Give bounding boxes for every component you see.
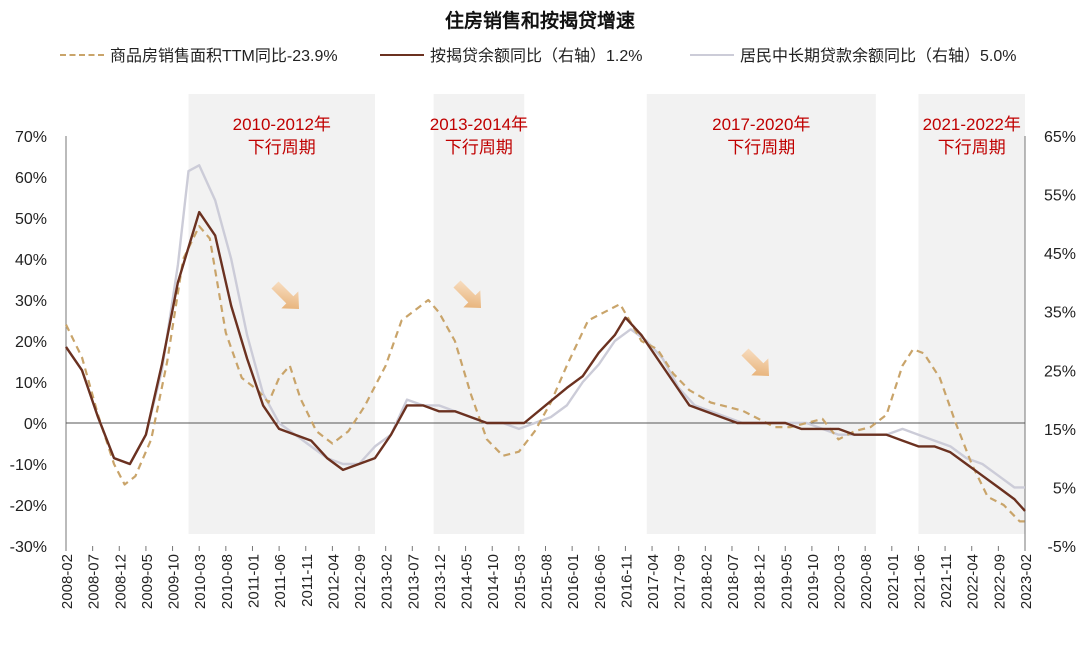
trend-arrow-shape <box>741 348 770 377</box>
x-tick-label: 2022-09 <box>991 554 1008 609</box>
legend-item-mortgage: 按揭贷余额同比（右轴）1.2% <box>380 42 642 66</box>
period-sublabel-1: 下行周期 <box>445 138 513 157</box>
series-lines <box>65 164 1026 523</box>
x-tick-label: 2016-01 <box>565 554 582 609</box>
y-left-tick-label: 10% <box>15 375 47 392</box>
x-tick-label: 2020-03 <box>832 554 849 609</box>
x-tick-label: 2014-10 <box>485 554 502 609</box>
period-labels: 2010-2012年下行周期2013-2014年下行周期2017-2020年下行… <box>233 115 1021 157</box>
x-tick-label: 2016-06 <box>592 554 609 609</box>
x-tick-label: 2011-06 <box>272 554 289 608</box>
legend-item-household-loans: 居民中长期贷款余额同比（右轴）5.0% <box>690 42 1016 66</box>
x-tick-label: 2008-12 <box>112 554 129 609</box>
chart-title: 住房销售和按揭贷增速 <box>444 11 635 32</box>
y-left-tick-label: 60% <box>15 170 47 187</box>
y-right-tick-label: 65% <box>1044 129 1076 146</box>
x-tick-label: 2015-08 <box>539 554 556 609</box>
y-right-tick-label: -5% <box>1048 539 1076 556</box>
x-tick-label: 2009-10 <box>166 554 183 609</box>
x-tick-label: 2012-09 <box>352 554 369 609</box>
trend-arrows <box>271 280 770 377</box>
x-tick-label: 2010-03 <box>192 554 209 609</box>
period-label-3: 2021-2022年 <box>923 115 1021 134</box>
x-tick-label: 2023-02 <box>1018 554 1035 609</box>
y-right-tick-label: 15% <box>1044 422 1076 439</box>
legend-swatch-household-loans <box>690 53 734 56</box>
x-tick-label: 2021-01 <box>885 554 902 609</box>
x-tick-label: 2019-10 <box>805 554 822 609</box>
legend-value-household-loans: 5.0% <box>980 48 1017 65</box>
legend-swatch-sales <box>60 53 104 56</box>
series-line-0 <box>65 225 1025 523</box>
x-tick-label: 2022-04 <box>965 554 982 609</box>
period-sublabel-3: 下行周期 <box>938 138 1006 157</box>
period-label-2: 2017-2020年 <box>712 115 810 134</box>
shaded-period-0 <box>188 94 376 534</box>
y-right-tick-label: 55% <box>1044 188 1076 205</box>
legend-item-sales: 商品房销售面积TTM同比-23.9% <box>60 42 338 66</box>
legend-label-mortgage: 按揭贷余额同比（右轴） <box>430 48 607 65</box>
shaded-period-2 <box>646 94 876 534</box>
x-tick-label: 2010-08 <box>219 554 236 609</box>
x-tick-label: 2018-02 <box>698 554 715 609</box>
x-tick-label: 2018-12 <box>752 554 769 609</box>
legend-label-household-loans: 居民中长期贷款余额同比（右轴） <box>740 48 981 65</box>
x-tick-label: 2018-07 <box>725 554 742 609</box>
y-right-tick-label: 45% <box>1044 246 1076 263</box>
x-axis: 2008-02 2008-07 2008-12 2009-05 2009-10 2010-… <box>59 546 1035 609</box>
x-tick-label: 2013-12 <box>432 554 449 609</box>
x-tick-label: 2009-05 <box>139 554 156 609</box>
x-tick-label: 2017-04 <box>645 554 662 609</box>
x-tick-label: 2012-04 <box>325 554 342 609</box>
x-tick-label: 2011-01 <box>245 554 262 608</box>
y-right-tick-label: 5% <box>1053 480 1076 497</box>
y-left-tick-label: 40% <box>15 252 47 269</box>
axis-lines <box>65 136 1026 546</box>
x-tick-label: 2013-02 <box>379 554 396 609</box>
y-left-tick-label: 50% <box>15 211 47 228</box>
trend-arrow-shape <box>453 280 482 309</box>
y-left-tick-label: 30% <box>15 293 47 310</box>
period-sublabel-0: 下行周期 <box>248 138 316 157</box>
x-tick-label: 2008-02 <box>59 554 76 609</box>
y-left-tick-label: 70% <box>15 129 47 146</box>
legend-label-sales: 商品房销售面积TTM同比 <box>110 48 287 65</box>
legend-value-sales: -23.9% <box>286 48 338 65</box>
x-tick-label: 2019-05 <box>778 554 795 609</box>
y-left-tick-label: -10% <box>10 457 47 474</box>
legend-swatch-mortgage <box>380 53 424 56</box>
trend-arrow-0 <box>271 281 300 310</box>
y-left-tick-label: 20% <box>15 334 47 351</box>
y-left-tick-label: -20% <box>10 498 47 515</box>
y-axis-right: 65% 55% 45% 35% 25% 15% 5% -5% <box>1044 129 1076 556</box>
series-line-1 <box>65 210 1026 512</box>
period-label-0: 2010-2012年 <box>233 115 331 134</box>
trend-arrow-2 <box>741 348 770 377</box>
shaded-period-1 <box>433 94 525 534</box>
x-tick-label: 2015-03 <box>512 554 529 609</box>
x-tick-label: 2014-05 <box>459 554 476 609</box>
period-sublabel-2: 下行周期 <box>727 138 795 157</box>
shaded-periods <box>188 94 1025 534</box>
x-tick-label: 2008-07 <box>86 554 103 609</box>
x-tick-label: 2017-09 <box>672 554 689 609</box>
x-tick-label: 2021-06 <box>911 554 928 609</box>
y-right-tick-label: 25% <box>1044 363 1076 380</box>
x-tick-label: 2020-08 <box>858 554 875 609</box>
trend-arrow-shape <box>271 281 300 310</box>
legend-value-mortgage: 1.2% <box>606 48 643 65</box>
x-tick-label: 2021-11 <box>938 554 955 608</box>
y-axis-left: 70% 60% 50% 40% 30% 20% 10% 0% -10% -20% -30% <box>10 129 47 556</box>
trend-arrow-1 <box>453 280 482 309</box>
y-left-tick-label: -30% <box>10 539 47 556</box>
x-tick-label: 2011-11 <box>299 554 316 607</box>
y-right-tick-label: 35% <box>1044 305 1076 322</box>
period-label-1: 2013-2014年 <box>430 115 528 134</box>
x-tick-label: 2016-11 <box>618 554 635 608</box>
y-left-tick-label: 0% <box>24 416 47 433</box>
x-tick-label: 2013-07 <box>405 554 422 609</box>
